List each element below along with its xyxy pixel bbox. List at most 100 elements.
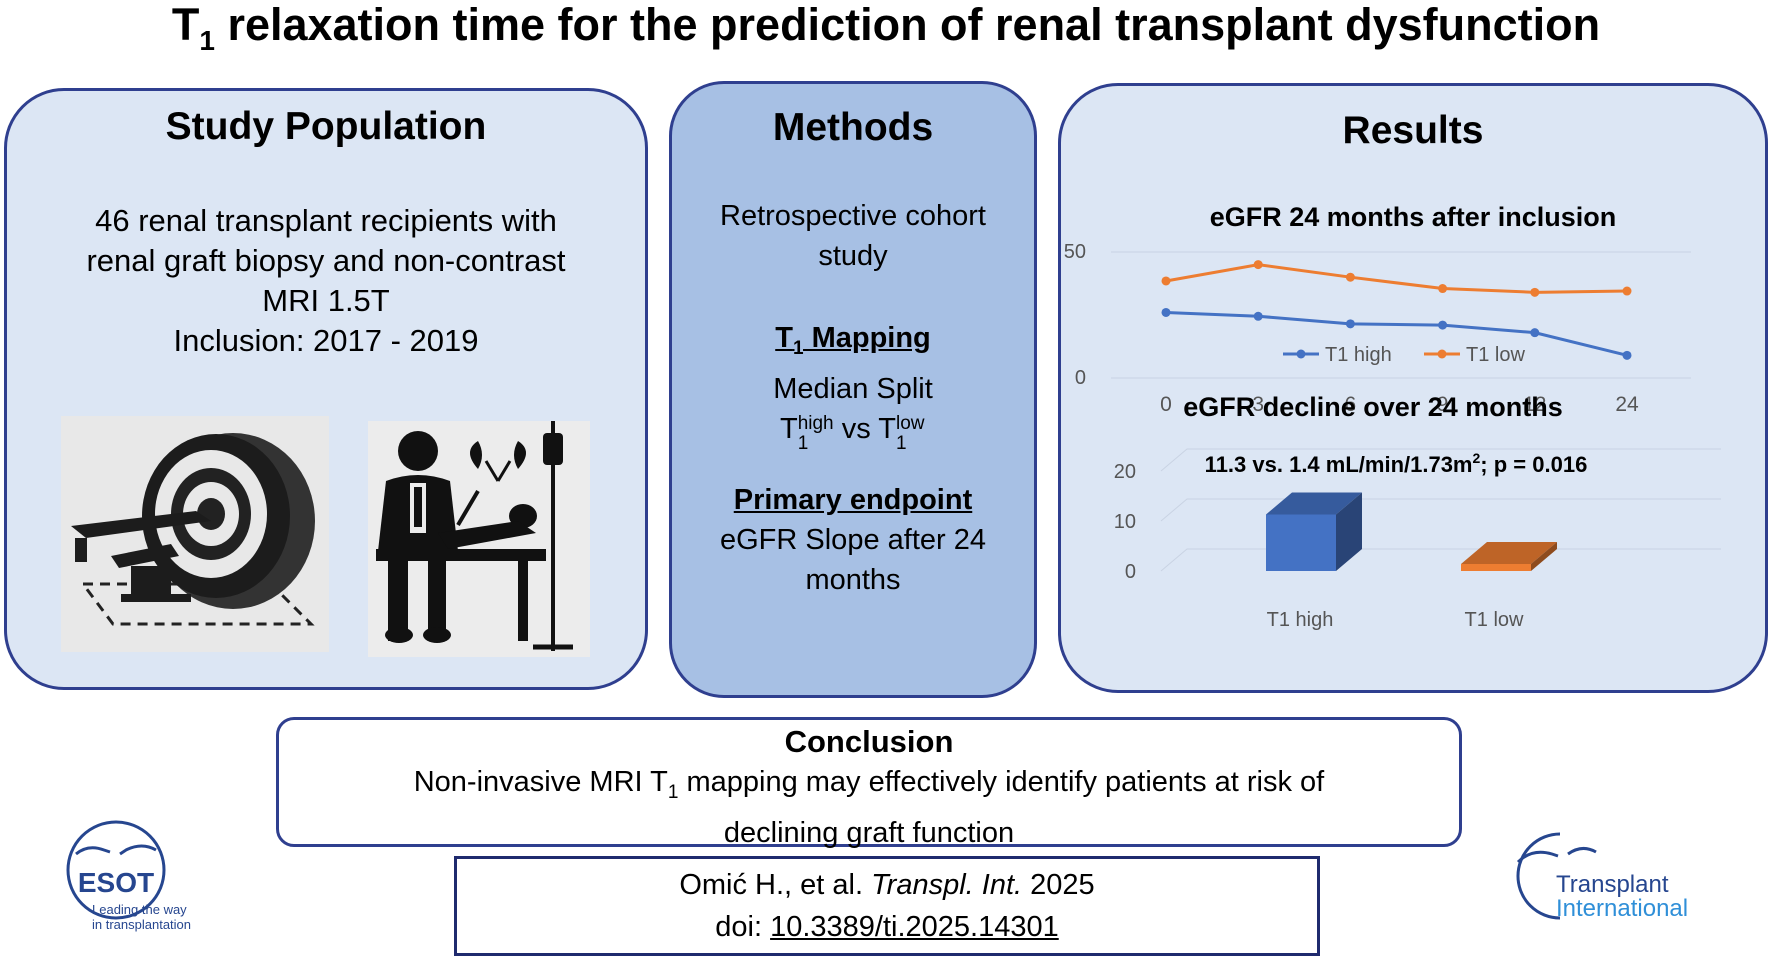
study-line-4: Inclusion: 2017 - 2019: [173, 323, 479, 358]
doi-line: doi: 10.3389/ti.2025.14301: [457, 906, 1317, 948]
conclusion-heading: Conclusion: [784, 724, 954, 759]
methods-heading: Methods: [772, 106, 934, 149]
citation-journal: Transpl. Int.: [871, 869, 1023, 901]
conclusion-line-1b: mapping may effectively identify patient…: [678, 766, 1325, 798]
conclusion-line-1: Non-invasive MRI T1 mapping may effectiv…: [279, 762, 1459, 813]
line-point: [1438, 320, 1448, 330]
group-a-sup: high: [797, 412, 834, 434]
group-b-sup: low: [896, 412, 925, 434]
line-chart-y-tick: 0: [1075, 367, 1086, 389]
mapping-sub: 1: [792, 337, 804, 359]
mri-scanner-image: [61, 416, 329, 652]
bar-chart-gridline: [1160, 548, 1721, 572]
line-chart-x-tick: 12: [1523, 393, 1546, 416]
methods-endpoint-line-2: months: [805, 564, 901, 596]
legend-label: T1 low: [1466, 344, 1525, 366]
methods-split: Median Split: [773, 372, 933, 405]
methods-endpoint-line-1: eGFR Slope after 24: [720, 524, 986, 556]
doi-label: doi:: [715, 911, 771, 943]
citation-authors: Omić H., et al.: [679, 869, 872, 901]
line-chart-x-tick: 3: [1252, 393, 1264, 416]
line-series-low: [1165, 263, 1628, 294]
group-a-sub: 1: [797, 432, 809, 454]
legend-marker: [1437, 349, 1447, 359]
results-panel: Results eGFR 24 months after inclusion 0 5…: [1058, 83, 1768, 693]
line-point: [1161, 307, 1171, 317]
line-point: [1438, 284, 1448, 294]
line-chart-x-tick: 6: [1345, 393, 1357, 416]
methods-endpoint: Primary endpoint eGFR Slope after 24 mon…: [672, 480, 1034, 600]
bar-front: [1461, 564, 1531, 571]
bar-chart-title: eGFR decline over 24 months: [1183, 392, 1563, 422]
doi-link[interactable]: 10.3389/ti.2025.14301: [770, 911, 1059, 943]
study-line-1: 46 renal transplant recipients with: [95, 203, 557, 238]
group-b-sub: 1: [896, 432, 907, 454]
line-chart-x-tick: 9: [1437, 393, 1449, 416]
study-text: 46 renal transplant recipients with rena…: [7, 201, 645, 361]
esot-tag-1: Leading the way: [92, 902, 187, 917]
conclusion-box: Conclusion Non-invasive MRI T1 mapping m…: [276, 717, 1462, 849]
bar-chart-y-tick: 10: [1114, 511, 1136, 533]
title-sub: 1: [199, 25, 215, 56]
group-vs: vs: [833, 412, 879, 445]
bar-chart-y-tick: 0: [1125, 561, 1136, 583]
bar-chart-gridline: [1160, 448, 1721, 472]
line-point: [1530, 287, 1540, 297]
bar-side: [1531, 542, 1557, 571]
group-a-base: T: [779, 412, 798, 445]
bar-chart-category: T1 low: [1465, 609, 1524, 631]
study-line-3: MRI 1.5T: [262, 283, 390, 318]
esot-logo: ESOT: [66, 820, 166, 920]
bar-chart-y-tick: 20: [1114, 461, 1136, 483]
line-point: [1622, 286, 1632, 296]
legend-label: T1 high: [1325, 344, 1392, 366]
line-point: [1253, 260, 1263, 270]
line-point: [1253, 311, 1263, 321]
citation-year: 2025: [1022, 869, 1095, 901]
title-t: T: [171, 0, 200, 50]
study-line-2: renal graft biopsy and non-contrast: [86, 243, 566, 278]
line-point: [1345, 319, 1355, 329]
results-heading: Results: [1342, 109, 1484, 152]
ti-line-1: Transplant: [1556, 871, 1669, 898]
study-population-panel: Study Population 46 renal transplant rec…: [4, 88, 648, 690]
citation-line: Omić H., et al. Transpl. Int. 2025: [457, 864, 1317, 906]
esot-tag-2: in transplantation: [92, 917, 192, 932]
methods-design-line-1: Retrospective cohort: [720, 200, 986, 232]
study-heading: Study Population: [165, 105, 487, 148]
mapping-rest: Mapping: [803, 322, 931, 354]
bar-side: [1336, 492, 1362, 571]
methods-mapping-heading: T1 Mapping: [672, 318, 1034, 369]
methods-endpoint-heading: Primary endpoint: [733, 484, 973, 516]
bar-top: [1461, 542, 1557, 564]
line-point: [1622, 350, 1632, 360]
results-charts: eGFR 24 months after inclusion 0 50 0 3 6 9 12 2…: [1064, 202, 1721, 631]
esot-tagline: Leading the way in transplantation: [92, 902, 191, 932]
bar-top: [1266, 492, 1362, 515]
conclusion-line-1-sub: 1: [667, 781, 679, 803]
methods-panel: Methods Retrospective cohort study T1 Ma…: [669, 81, 1037, 698]
line-chart-title: eGFR 24 months after inclusion: [1210, 202, 1617, 232]
mapping-t: T: [775, 322, 793, 354]
bar-chart-category: T1 high: [1267, 609, 1334, 631]
line-series-high: [1165, 310, 1628, 357]
legend-marker: [1296, 349, 1306, 359]
bar-front: [1266, 514, 1336, 571]
methods-design-line-2: study: [818, 240, 888, 272]
bar-chart-annotation: 11.3 vs. 1.4 mL/min/1.73m2; p = 0.016: [1205, 450, 1588, 477]
esot-name: ESOT: [78, 867, 154, 898]
line-chart-x-tick: 24: [1615, 393, 1639, 416]
page-title: T1 relaxation time for the prediction of…: [0, 0, 1772, 66]
group-b-base: T: [878, 412, 897, 445]
conclusion-body: Non-invasive MRI T1 mapping may effectiv…: [279, 762, 1459, 853]
ti-line-2: International: [1556, 895, 1689, 922]
methods-design: Retrospective cohort study: [672, 196, 1034, 276]
biopsy-procedure-image: [368, 421, 590, 657]
line-chart-x-tick: 0: [1160, 393, 1172, 416]
citation-box: Omić H., et al. Transpl. Int. 2025 doi: …: [454, 856, 1320, 956]
conclusion-line-2: declining graft function: [723, 816, 1015, 849]
transplant-international-logo: [1516, 832, 1597, 920]
line-chart-y-tick: 50: [1064, 241, 1086, 263]
